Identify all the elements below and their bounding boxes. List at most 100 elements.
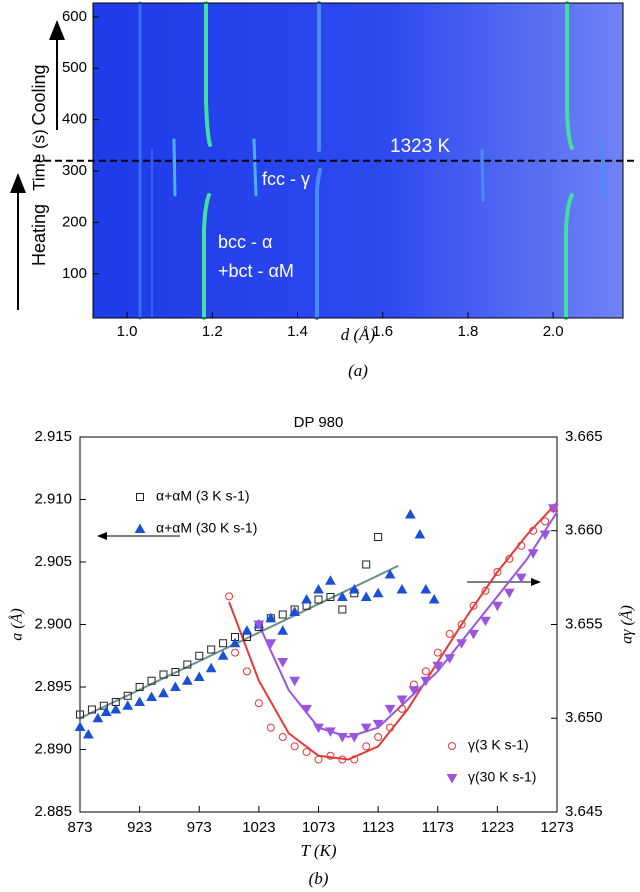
x-tick-label: 1.2 bbox=[202, 323, 223, 340]
point bbox=[217, 650, 229, 660]
point bbox=[492, 601, 503, 612]
point bbox=[301, 593, 312, 604]
point bbox=[336, 733, 348, 743]
point bbox=[408, 686, 420, 696]
point bbox=[386, 723, 395, 732]
point bbox=[278, 733, 287, 741]
point bbox=[314, 755, 323, 764]
point bbox=[338, 605, 347, 614]
point bbox=[123, 691, 132, 700]
x-tick-label: 1023 bbox=[242, 819, 275, 836]
y-tick-label: 2.900 bbox=[34, 615, 72, 632]
y-axis-label: Time (s) bbox=[29, 129, 48, 191]
point bbox=[183, 660, 192, 669]
legend-label: α+αM (3 K s-1) bbox=[156, 488, 250, 504]
point bbox=[207, 645, 216, 654]
annotation: Heating bbox=[29, 204, 49, 266]
point bbox=[82, 728, 94, 739]
y-axis-label: a (Å) bbox=[8, 608, 26, 640]
point bbox=[301, 704, 312, 715]
point bbox=[350, 755, 359, 764]
point bbox=[100, 706, 112, 716]
point bbox=[195, 651, 204, 660]
point bbox=[231, 648, 240, 657]
point bbox=[76, 710, 84, 719]
point bbox=[396, 695, 408, 706]
point bbox=[313, 723, 324, 734]
point bbox=[421, 667, 430, 676]
point bbox=[432, 661, 444, 672]
point bbox=[265, 639, 277, 649]
y-tick-label: 2.905 bbox=[34, 553, 72, 570]
point bbox=[360, 723, 372, 734]
point bbox=[336, 591, 348, 601]
point bbox=[170, 681, 181, 691]
legend-marker bbox=[446, 774, 458, 784]
point bbox=[134, 696, 145, 706]
point bbox=[374, 533, 383, 541]
fit-line bbox=[228, 501, 558, 761]
x-tick-label: 1273 bbox=[540, 819, 573, 836]
y-tick-label: 500 bbox=[62, 59, 87, 76]
chart-title: DP 980 bbox=[294, 414, 344, 431]
x-tick-label: 1073 bbox=[302, 819, 335, 836]
y-tick-label: 100 bbox=[62, 265, 87, 282]
annotation: Cooling bbox=[29, 64, 49, 125]
point bbox=[254, 699, 263, 708]
point bbox=[325, 727, 336, 737]
point bbox=[515, 573, 527, 584]
x-axis-label: d (Å) bbox=[341, 325, 376, 344]
point bbox=[313, 583, 324, 594]
y-tick-label: 400 bbox=[62, 111, 87, 128]
point bbox=[242, 667, 251, 676]
reference-label: 1323 K bbox=[390, 136, 451, 157]
point bbox=[457, 620, 466, 629]
point bbox=[146, 691, 157, 701]
x-tick-label: 1123 bbox=[362, 819, 394, 836]
fit-line bbox=[79, 564, 399, 720]
point bbox=[529, 526, 538, 535]
point bbox=[314, 595, 323, 604]
point bbox=[428, 593, 440, 604]
point bbox=[225, 592, 234, 601]
point bbox=[277, 625, 289, 635]
legend-marker bbox=[134, 523, 146, 533]
point bbox=[241, 625, 253, 635]
point bbox=[289, 676, 301, 687]
point bbox=[99, 701, 108, 710]
point bbox=[92, 712, 104, 723]
point bbox=[469, 601, 478, 610]
point bbox=[404, 508, 416, 519]
y-tick-label: 2.895 bbox=[34, 678, 72, 695]
point bbox=[158, 687, 169, 698]
y-tick-label: 2.885 bbox=[34, 803, 72, 820]
x-tick-label: 1.8 bbox=[457, 323, 478, 340]
point bbox=[372, 587, 384, 598]
point bbox=[505, 554, 514, 563]
point bbox=[290, 742, 299, 751]
legend-label: γ(30 K s-1) bbox=[468, 769, 536, 785]
point bbox=[219, 639, 228, 648]
point bbox=[420, 583, 432, 594]
point bbox=[468, 629, 479, 640]
point bbox=[302, 748, 311, 756]
panel-label: (a) bbox=[348, 361, 368, 380]
point bbox=[326, 593, 335, 601]
point bbox=[326, 751, 335, 760]
point bbox=[135, 683, 144, 691]
y-tick-label: 600 bbox=[62, 8, 87, 25]
annotation: fcc - γ bbox=[262, 169, 310, 189]
y2-tick-label: 3.650 bbox=[565, 709, 603, 726]
point bbox=[348, 583, 360, 594]
point bbox=[444, 654, 456, 664]
point bbox=[325, 575, 336, 585]
point bbox=[517, 541, 526, 550]
legend-label: γ(3 K s-1) bbox=[468, 737, 529, 753]
point bbox=[374, 733, 383, 741]
x-tick-label: 2.0 bbox=[543, 323, 564, 340]
point bbox=[171, 668, 180, 676]
point bbox=[384, 568, 396, 579]
y-tick-label: 2.910 bbox=[34, 490, 72, 507]
point bbox=[481, 586, 490, 595]
y2-tick-label: 3.660 bbox=[565, 522, 603, 539]
